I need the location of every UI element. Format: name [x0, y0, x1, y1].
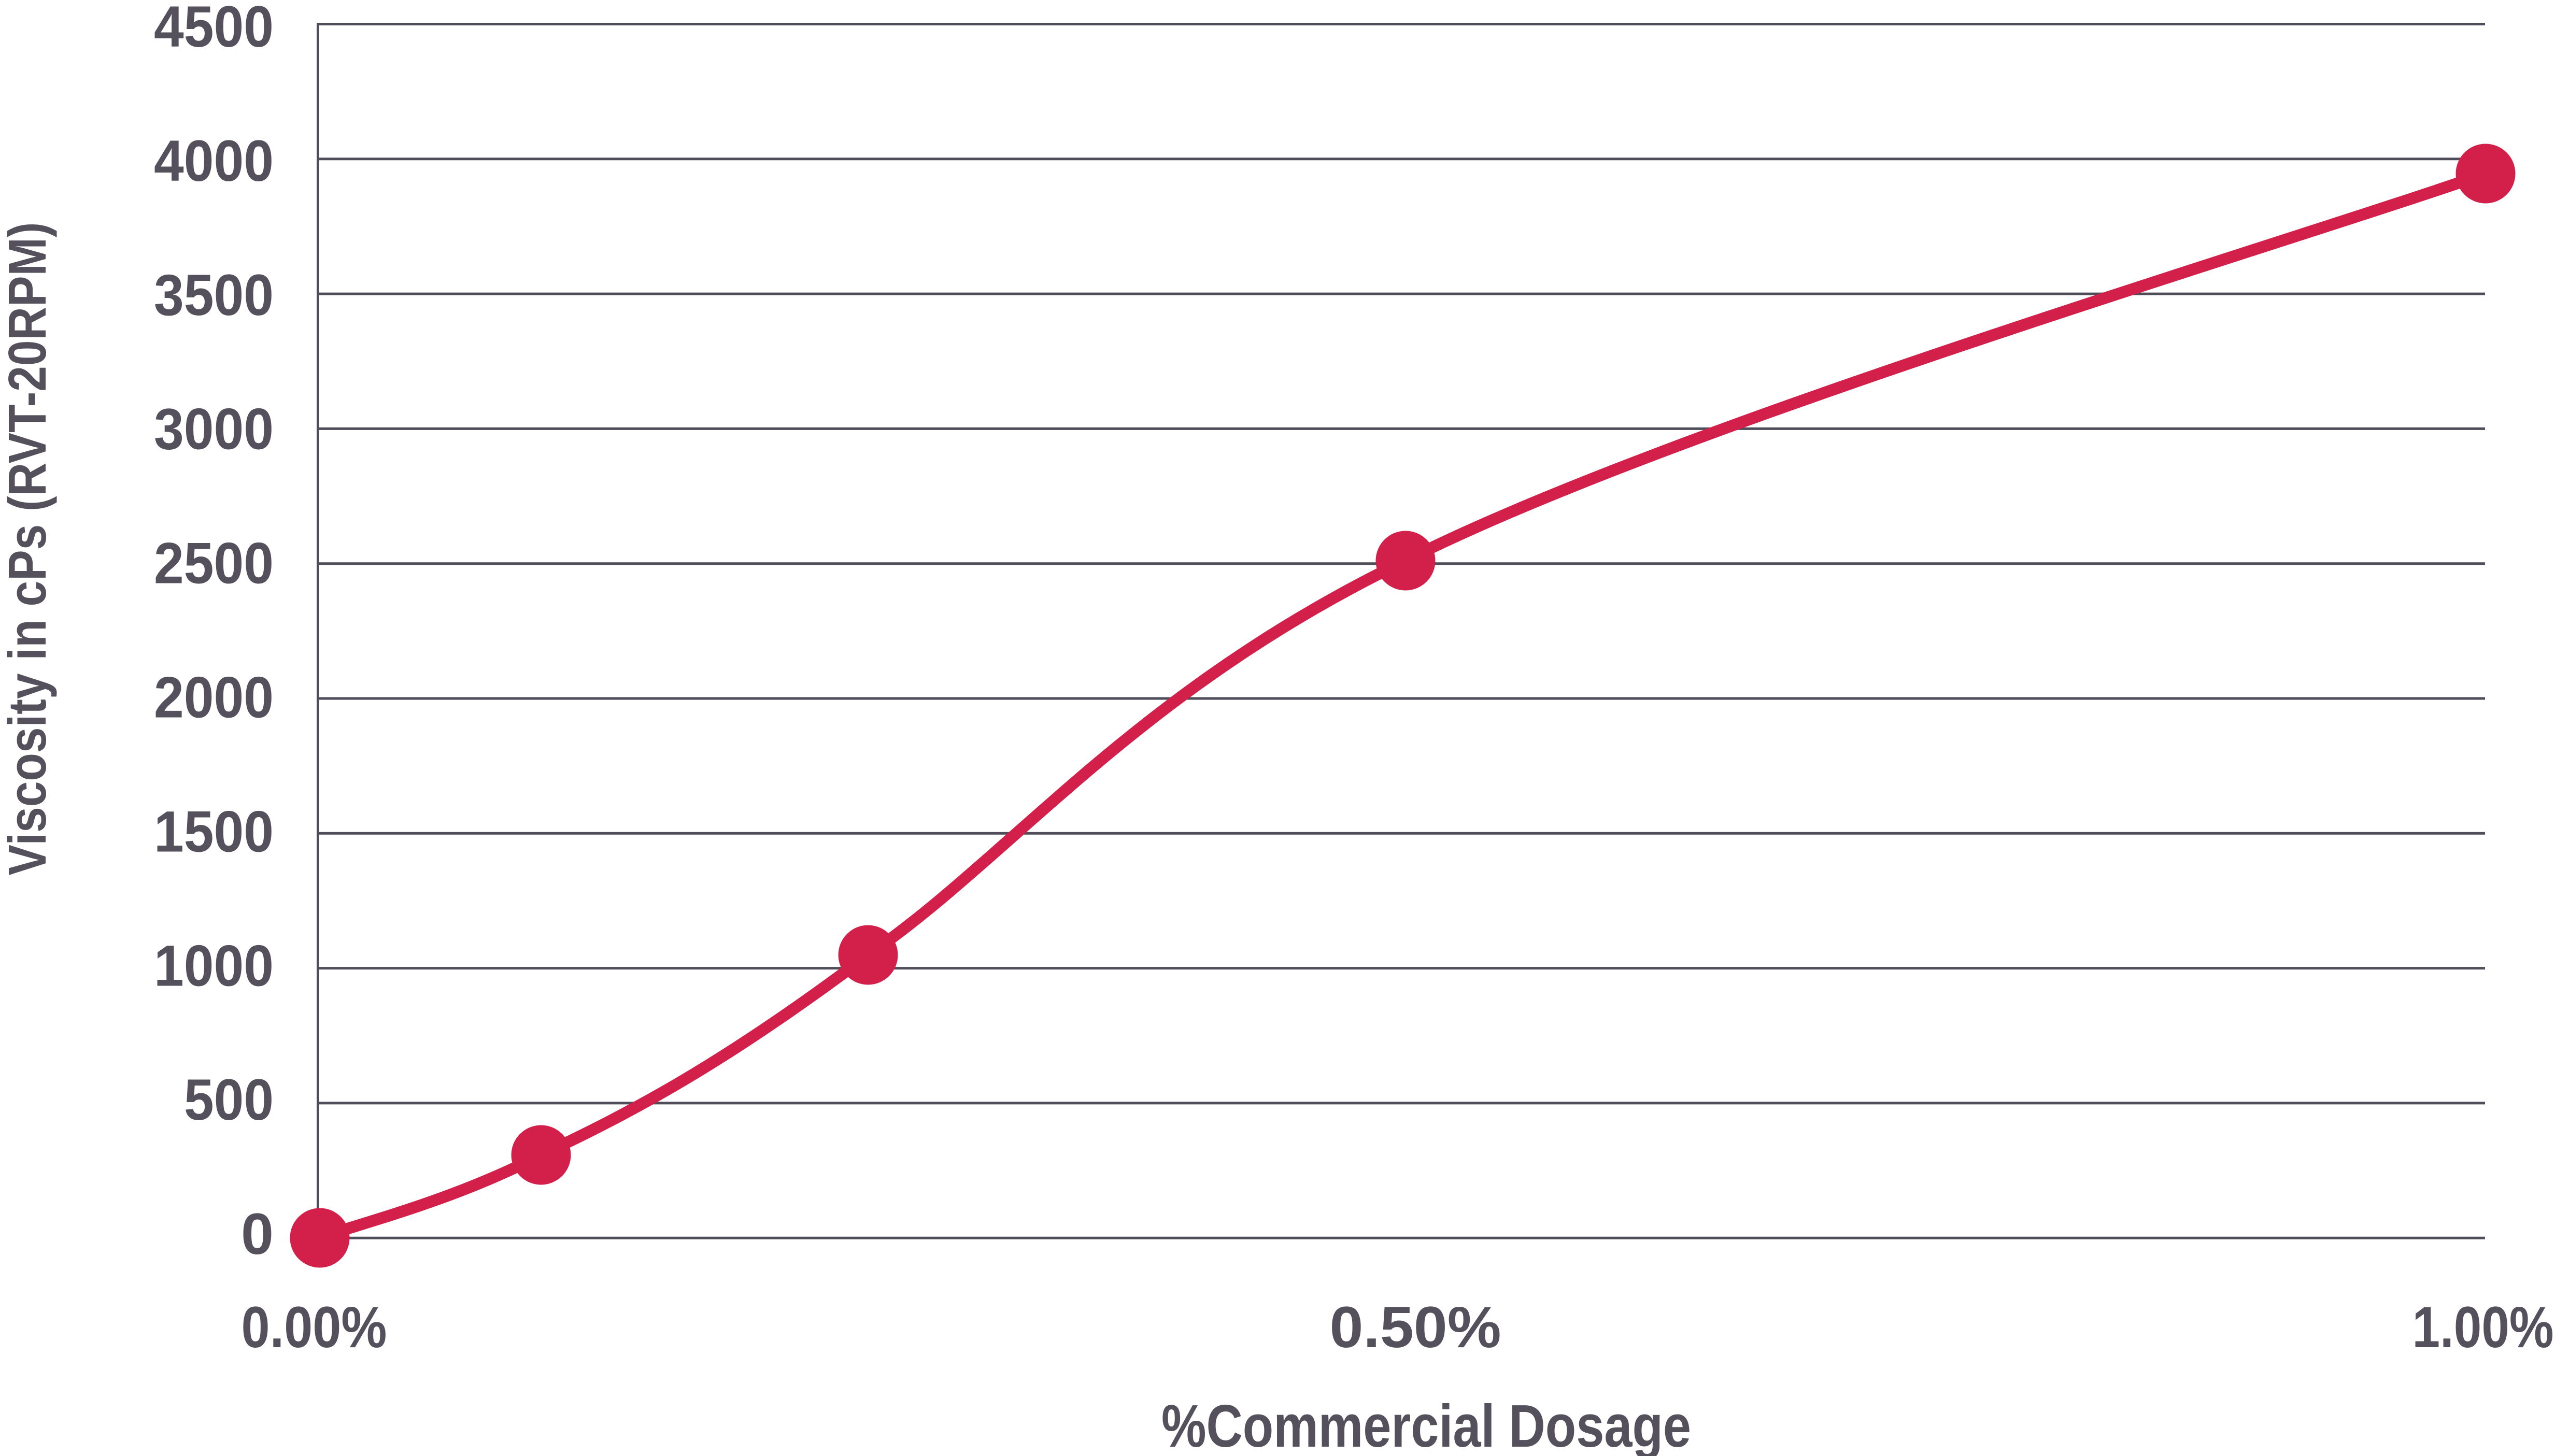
- svg-text:500: 500: [184, 1067, 274, 1132]
- svg-text:4000: 4000: [154, 129, 274, 193]
- svg-text:%Commercial Dosage: %Commercial Dosage: [1161, 1392, 1691, 1456]
- svg-text:0.00%: 0.00%: [242, 1295, 387, 1360]
- svg-text:2000: 2000: [154, 665, 274, 730]
- svg-text:3500: 3500: [154, 263, 274, 327]
- svg-text:0: 0: [241, 1202, 274, 1266]
- svg-text:1.00%: 1.00%: [2412, 1295, 2554, 1360]
- svg-text:1000: 1000: [154, 933, 274, 998]
- svg-text:4500: 4500: [154, 0, 274, 59]
- svg-text:0.50%: 0.50%: [1330, 1295, 1501, 1360]
- svg-text:3000: 3000: [154, 397, 274, 462]
- svg-text:1500: 1500: [154, 799, 274, 864]
- svg-text:Viscosity in cPs (RVT-20RPM): Viscosity in cPs (RVT-20RPM): [0, 222, 57, 876]
- svg-text:2500: 2500: [154, 531, 274, 596]
